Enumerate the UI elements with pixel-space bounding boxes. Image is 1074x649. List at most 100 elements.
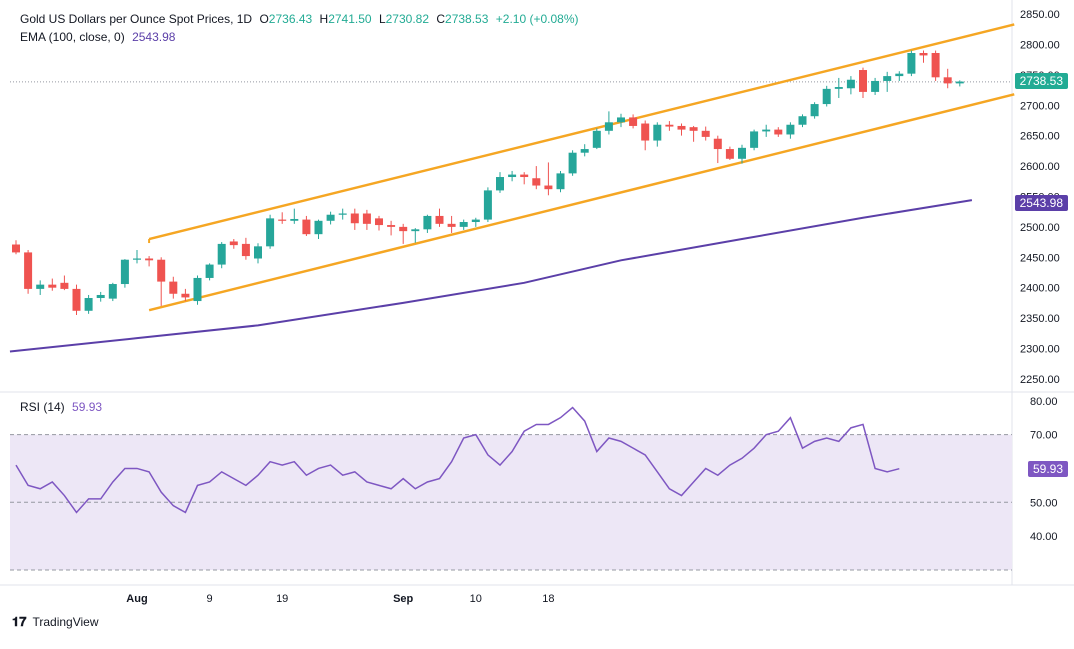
candle-up <box>834 87 843 89</box>
candle-down <box>24 252 33 289</box>
candle-down <box>12 244 20 253</box>
candle-up <box>423 215 432 230</box>
last-price-tag: 2738.53 <box>1014 73 1068 89</box>
candle-down <box>544 185 553 190</box>
candle-down <box>241 243 250 257</box>
candle-down <box>375 218 383 226</box>
candle-up <box>810 104 819 117</box>
low-label: L <box>378 12 386 26</box>
candle-up <box>871 80 880 92</box>
time-axis-label: 9 <box>207 593 213 605</box>
candle-up <box>907 52 916 74</box>
candle-up <box>471 219 480 223</box>
candle-up <box>786 124 795 135</box>
candle-down <box>689 127 698 131</box>
candle-down <box>641 123 650 141</box>
open-label: O <box>259 12 269 26</box>
candle-up <box>846 79 855 89</box>
price-axis-label: 2350.00 <box>1020 313 1060 325</box>
price-axis-label: 2400.00 <box>1020 283 1060 295</box>
price-axis-label: 2500.00 <box>1020 222 1060 234</box>
rsi-value: 59.93 <box>72 400 103 414</box>
time-axis-label: 18 <box>542 593 554 605</box>
price-axis-label: 2300.00 <box>1020 343 1060 355</box>
candle-down <box>399 226 408 232</box>
ema-label: EMA (100, close, 0) <box>20 30 125 44</box>
ema-line <box>9 199 973 353</box>
candle-up <box>883 76 892 81</box>
candle-down <box>919 52 928 56</box>
low-value: 2730.82 <box>385 12 430 26</box>
candle-up <box>326 214 335 221</box>
candle-down <box>350 213 359 224</box>
candle-up <box>108 284 117 299</box>
candle-down <box>362 213 371 224</box>
rsi-value-tag: 59.93 <box>1027 461 1068 477</box>
candle-up <box>217 243 226 265</box>
candle-down <box>859 70 867 92</box>
candle-up <box>459 222 468 227</box>
candle-up <box>955 81 964 84</box>
candle-down <box>713 138 722 150</box>
candle-down <box>169 281 178 294</box>
price-axis-label: 2450.00 <box>1020 252 1060 264</box>
ema-legend[interactable]: EMA (100, close, 0) 2543.98 <box>20 30 179 44</box>
candle-up <box>254 246 262 259</box>
tradingview-footer[interactable]: 𝟏𝟕 TradingView <box>12 614 99 630</box>
candle-up <box>750 131 759 148</box>
rsi-axis-label: 70.00 <box>1030 430 1058 442</box>
candle-up <box>604 122 613 131</box>
candle-down <box>943 77 952 84</box>
rsi-label: RSI (14) <box>20 400 65 414</box>
candle-up <box>798 116 807 125</box>
candle-up <box>895 73 904 77</box>
candle-up <box>120 259 129 285</box>
candle-down <box>278 219 287 221</box>
candle-down <box>145 258 154 261</box>
candle-down <box>774 129 783 135</box>
price-axis-label: 2850.00 <box>1020 9 1060 21</box>
change-value: +2.10 (+0.08%) <box>495 12 579 26</box>
high-value: 2741.50 <box>328 12 372 26</box>
candle-down <box>701 130 710 137</box>
candle-down <box>725 149 734 159</box>
price-axis-label: 2700.00 <box>1020 100 1060 112</box>
candle-up <box>205 264 214 278</box>
price-axis-label: 2600.00 <box>1020 161 1060 173</box>
candle-down <box>520 174 529 178</box>
candle-down <box>677 125 686 130</box>
candle-up <box>496 177 504 191</box>
time-axis-label: 10 <box>470 593 482 605</box>
candle-up <box>133 258 141 260</box>
candle-up <box>36 284 45 289</box>
time-axis-label: Aug <box>126 593 147 605</box>
rsi-legend[interactable]: RSI (14) 59.93 <box>20 400 106 414</box>
candle-down <box>931 52 940 78</box>
close-label: C <box>436 12 446 26</box>
rsi-line <box>15 406 900 514</box>
price-axis-label: 2800.00 <box>1020 39 1060 51</box>
high-label: H <box>319 12 329 26</box>
price-axis-label: 2650.00 <box>1020 131 1060 143</box>
candle-down <box>447 223 456 227</box>
channel-lower-line <box>148 93 1015 312</box>
candle-down <box>302 219 311 235</box>
channel-upper-line <box>148 23 1015 241</box>
candle-up <box>653 124 662 141</box>
candle-down <box>157 259 166 282</box>
candle-up <box>617 117 625 123</box>
candle-up <box>193 277 202 302</box>
symbol-title[interactable]: Gold US Dollars per Ounce Spot Prices, 1… <box>20 12 253 26</box>
candle-down <box>72 288 81 311</box>
open-value: 2736.43 <box>268 12 313 26</box>
candle-up <box>762 129 771 132</box>
close-value: 2738.53 <box>445 12 489 26</box>
symbol-header: Gold US Dollars per Ounce Spot Prices, 1… <box>20 12 583 26</box>
candle-up <box>84 298 93 311</box>
candle-down <box>181 293 190 298</box>
rsi-axis-label: 40.00 <box>1030 531 1058 543</box>
candle-up <box>96 294 105 299</box>
candle-up <box>508 174 517 178</box>
candle-up <box>290 218 299 221</box>
